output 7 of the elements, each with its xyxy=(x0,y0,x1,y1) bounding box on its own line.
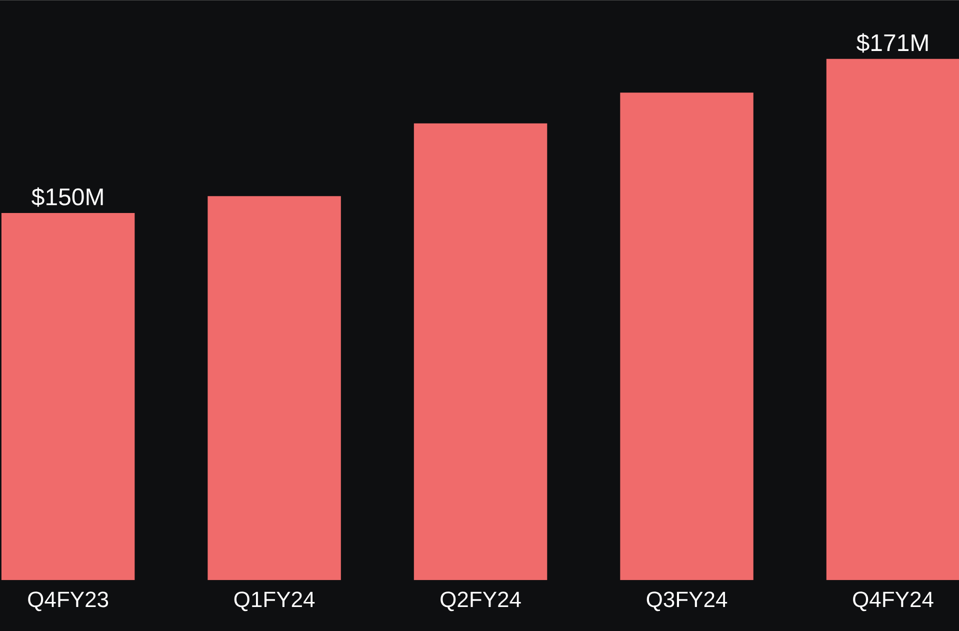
x-tick-label: Q4FY24 xyxy=(853,592,934,612)
x-tick-label: Q3FY24 xyxy=(646,592,728,612)
data-label: $150M xyxy=(32,187,103,207)
x-tick-label: Q4FY23 xyxy=(28,592,108,612)
x-tick-label: Q2FY24 xyxy=(440,592,521,612)
data-label: $171M xyxy=(856,33,928,53)
x-tick-label: Q1FY24 xyxy=(234,592,315,612)
